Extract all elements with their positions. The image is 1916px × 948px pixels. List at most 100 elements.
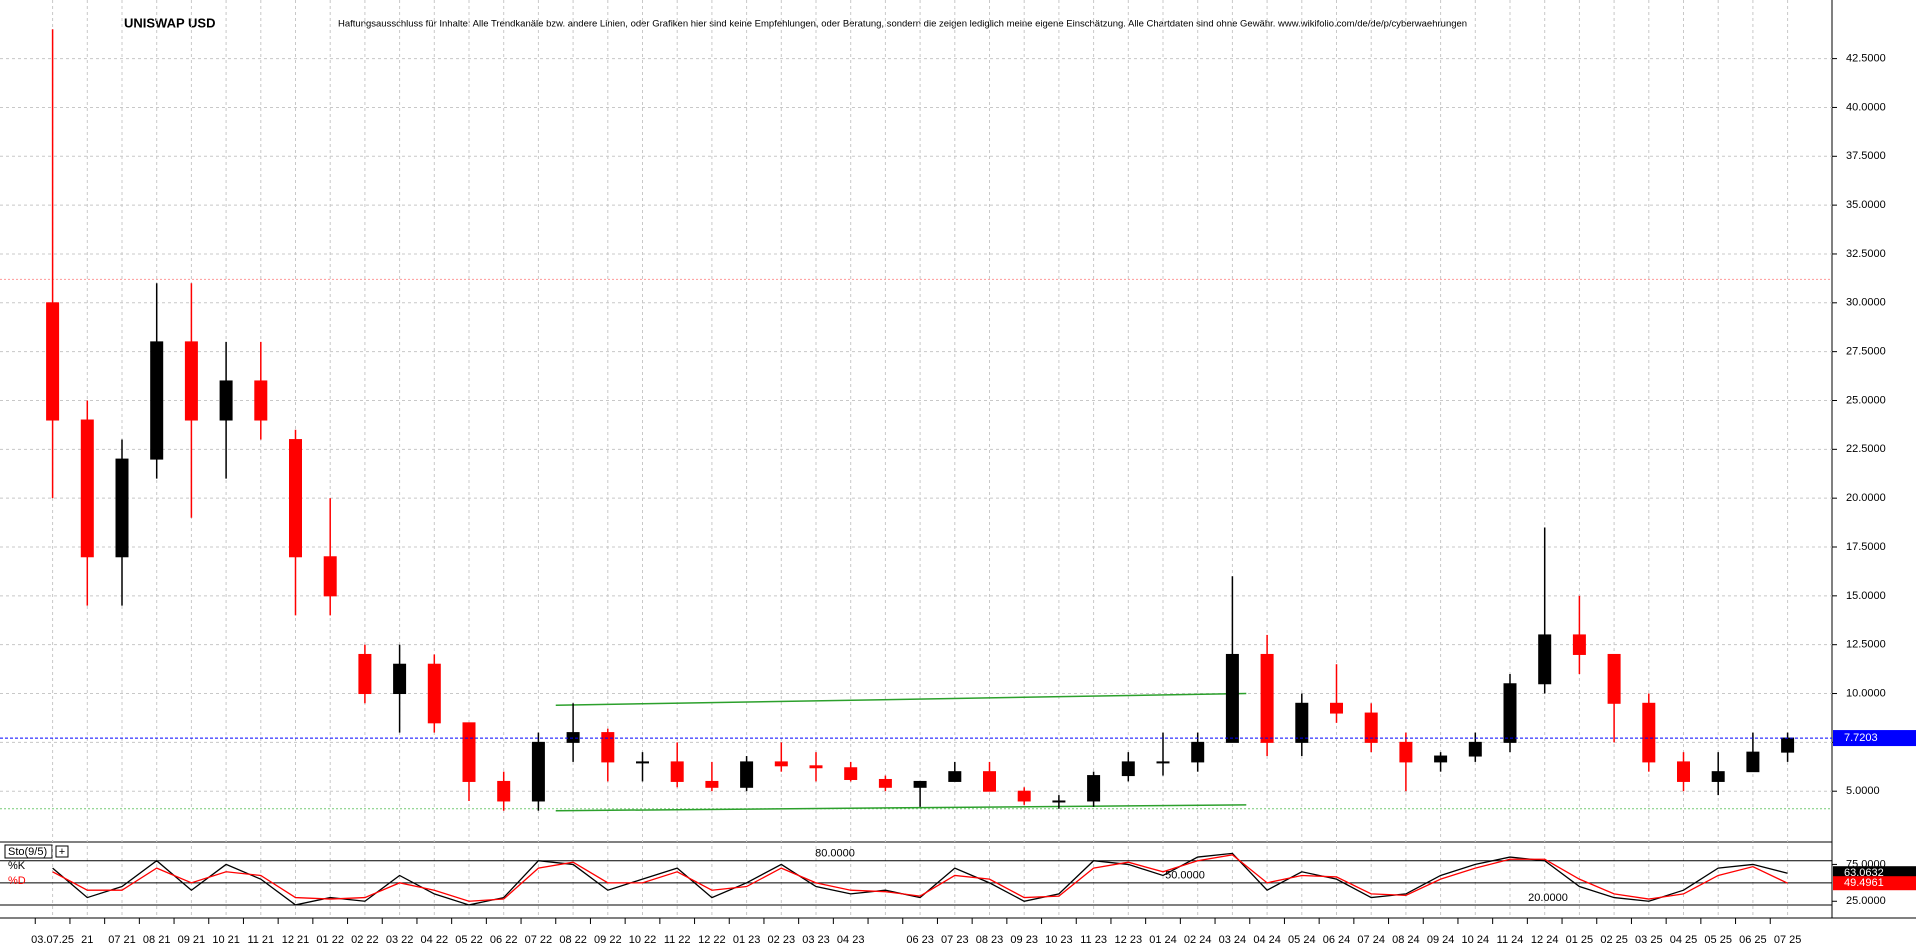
- x-tick-label: 09 21: [178, 934, 206, 946]
- x-tick-label: 06 23: [906, 934, 934, 946]
- candle-body: [1017, 790, 1031, 802]
- candle-body: [774, 761, 788, 767]
- trend-line: [555, 804, 1247, 812]
- y-tick-label: 30.0000: [1846, 297, 1886, 309]
- candle-body: [844, 767, 858, 780]
- trend-line: [555, 692, 1247, 706]
- candle-body: [1642, 702, 1656, 763]
- candle-body: [1434, 755, 1448, 763]
- candle-body: [462, 722, 476, 782]
- x-tick-label: 08 23: [976, 934, 1004, 946]
- candle-body: [1156, 761, 1170, 764]
- x-tick-label: 08 21: [143, 934, 171, 946]
- x-tick-label: 08 24: [1392, 934, 1420, 946]
- indicator-line: [52, 854, 1788, 902]
- candle-body: [1225, 653, 1239, 743]
- y-tick-label: 17.5000: [1846, 541, 1886, 553]
- x-tick-label: 02 23: [768, 934, 796, 946]
- x-tick-label: 03 23: [802, 934, 830, 946]
- candle-body: [809, 765, 823, 769]
- candle-body: [1295, 702, 1309, 743]
- x-tick-label: 04 22: [421, 934, 449, 946]
- candle-body: [1503, 683, 1517, 743]
- last-price-label: 7.7203: [1844, 732, 1878, 744]
- x-tick-label: 07 21: [108, 934, 136, 946]
- x-tick-label: 03 25: [1635, 934, 1663, 946]
- candle-body: [1330, 702, 1343, 714]
- x-tick-label: 11 22: [664, 934, 691, 946]
- candle-body: [254, 380, 268, 421]
- candle-body: [1538, 634, 1552, 685]
- candle-body: [1572, 634, 1586, 655]
- candle-body: [358, 653, 372, 695]
- candle-body: [1677, 761, 1690, 782]
- y-tick-label: 5.0000: [1846, 785, 1880, 797]
- candle-body: [531, 741, 545, 802]
- x-tick-label: 04 24: [1253, 934, 1281, 946]
- legend-label: %K: [8, 860, 26, 872]
- candle-body: [323, 556, 337, 597]
- x-tick-label: 12 24: [1531, 934, 1559, 946]
- x-tick-label: 04 25: [1670, 934, 1698, 946]
- x-tick-label: 05 24: [1288, 934, 1316, 946]
- x-tick-label: 12 21: [282, 934, 310, 946]
- x-tick-label: 10 24: [1462, 934, 1490, 946]
- indicator-tag: [1833, 876, 1916, 891]
- x-tick-label: 01 23: [733, 934, 761, 946]
- y-tick-label: 15.0000: [1846, 590, 1886, 602]
- candle-body: [115, 458, 129, 558]
- candle-body: [1399, 741, 1413, 763]
- x-tick-label: 03.07.25: [31, 934, 74, 946]
- y-tick-label: 25.0000: [1846, 394, 1886, 406]
- candle-body: [601, 732, 615, 763]
- y-tick-label: 10.0000: [1846, 687, 1886, 699]
- candle-body: [566, 732, 580, 743]
- x-tick-label: 11 24: [1497, 934, 1524, 946]
- x-tick-label: 10 23: [1045, 934, 1073, 946]
- candle-body: [46, 302, 60, 421]
- x-tick-label: 01 22: [316, 934, 344, 946]
- x-tick-label: 12 22: [698, 934, 726, 946]
- x-tick-label: 04 23: [837, 934, 865, 946]
- y-tick-label: 22.5000: [1846, 443, 1886, 455]
- x-tick-label: 21: [81, 934, 93, 946]
- candle-body: [705, 780, 719, 788]
- indicator-button[interactable]: [55, 845, 69, 858]
- y-tick-label: 25.0000: [1846, 895, 1886, 907]
- x-tick-label: 02 25: [1600, 934, 1628, 946]
- candle-body: [1121, 761, 1135, 777]
- y-tick-label: 40.0000: [1846, 101, 1886, 113]
- candle-body: [1746, 751, 1760, 773]
- candle-body: [1087, 775, 1101, 802]
- x-tick-label: 11 23: [1080, 934, 1107, 946]
- candle-body: [983, 771, 996, 792]
- candle-body: [80, 419, 94, 558]
- x-tick-label: 10 21: [212, 934, 240, 946]
- candle-body: [878, 778, 892, 788]
- candle-body: [1364, 712, 1378, 743]
- y-tick-label: 37.5000: [1846, 150, 1886, 162]
- x-tick-label: 07 24: [1357, 934, 1385, 946]
- candle-body: [1468, 741, 1482, 757]
- x-tick-label: 07 22: [525, 934, 553, 946]
- indicator-box: [4, 844, 53, 859]
- y-tick-label: 35.0000: [1846, 199, 1886, 211]
- x-tick-label: 02 24: [1184, 934, 1212, 946]
- indicator-title: Sto(9/5): [8, 846, 47, 858]
- indicator-value: 63.0632: [1844, 867, 1884, 879]
- y-tick-label: 20.0000: [1846, 492, 1886, 504]
- x-tick-label: 07 23: [941, 934, 969, 946]
- candle-body: [497, 780, 511, 802]
- candle-body: [1191, 741, 1205, 763]
- candle-body: [636, 761, 649, 764]
- x-tick-label: 09 22: [594, 934, 622, 946]
- x-tick-label: 02 22: [351, 934, 379, 946]
- y-tick-label: 32.5000: [1846, 248, 1886, 260]
- candle-body: [1781, 737, 1795, 753]
- y-tick-label: 27.5000: [1846, 346, 1886, 358]
- x-tick-label: 09 24: [1427, 934, 1455, 946]
- x-tick-label: 10 22: [629, 934, 657, 946]
- legend-label: %D: [8, 875, 26, 887]
